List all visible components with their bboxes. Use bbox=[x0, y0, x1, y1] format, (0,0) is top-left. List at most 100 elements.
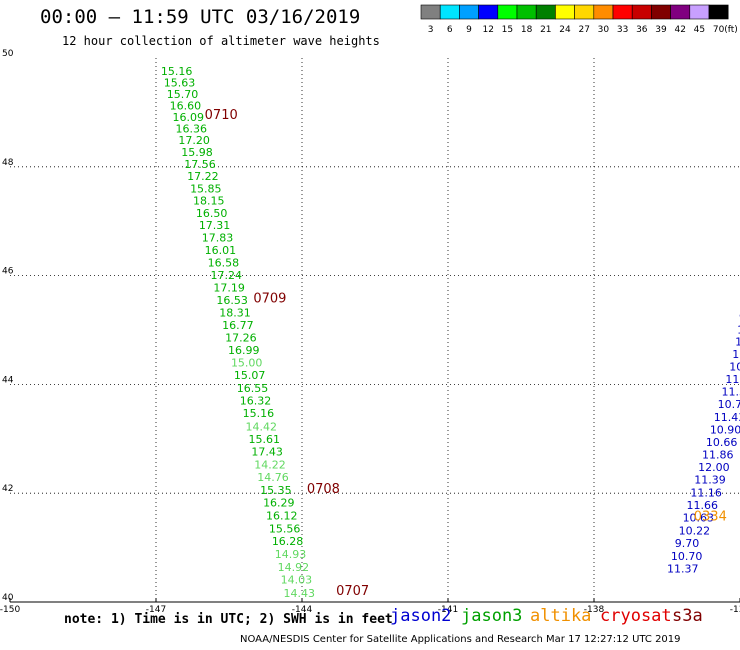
jason3-swh-value: 16.01 bbox=[205, 244, 237, 257]
lat-tick-label: 50 bbox=[2, 49, 14, 59]
jason3-swh-value: 14.43 bbox=[284, 587, 316, 600]
jason3-swh-value: 18.15 bbox=[193, 195, 225, 208]
jason3-swh-value: 17.22 bbox=[187, 170, 219, 183]
jason3-swh-value: 16.28 bbox=[272, 535, 304, 548]
jason3-swh-value: 15.16 bbox=[243, 407, 274, 420]
lat-tick-label: 40 bbox=[2, 593, 14, 603]
satellite-label-jason3: jason3 bbox=[461, 606, 523, 626]
jason3-swh-value: 14.42 bbox=[246, 420, 278, 433]
jason3-swh-value: 16.77 bbox=[222, 319, 254, 332]
credit-line: NOAA/NESDIS Center for Satellite Applica… bbox=[240, 634, 681, 645]
jason3-swh-value: 15.61 bbox=[248, 433, 280, 446]
satellite-label-jason2: jason2 bbox=[390, 606, 452, 626]
jason3-swh-value: 16.50 bbox=[196, 207, 228, 220]
legend-label-12: 12 bbox=[482, 25, 493, 35]
lon-tick-label: -147 bbox=[146, 605, 166, 615]
jason3-swh-value: 16.55 bbox=[237, 382, 269, 395]
jason2-swh-value: 10.48 bbox=[735, 335, 740, 348]
jason3-swh-value: 17.31 bbox=[199, 219, 231, 232]
satellite-label-cryosat: cryosat bbox=[600, 606, 672, 626]
map-title: 00:00 – 11:59 UTC 03/16/2019 bbox=[40, 6, 361, 28]
jason2-swh-value: 10.63 bbox=[683, 512, 715, 525]
jason3-swh-value: 14.92 bbox=[278, 561, 310, 574]
lon-tick-label: -138 bbox=[584, 605, 605, 615]
legend-label-30: 30 bbox=[598, 25, 610, 35]
jason2-swh-value: 11.31 bbox=[722, 385, 740, 398]
legend-label-36: 36 bbox=[636, 25, 648, 35]
legend-label-9: 9 bbox=[466, 25, 472, 35]
jason2-swh-value: 11.14 bbox=[725, 373, 740, 386]
jason3-swh-value: 15.35 bbox=[260, 484, 292, 497]
jason2-swh-value: 10.66 bbox=[706, 436, 738, 449]
jason2-swh-value: 10.90 bbox=[710, 424, 740, 437]
pass-time-label: 0709 bbox=[253, 291, 286, 306]
jason3-swh-value: 14.03 bbox=[281, 574, 313, 587]
pass-time-label: 0710 bbox=[205, 108, 238, 123]
pass-time-label: 0707 bbox=[336, 584, 369, 599]
legend-label-6: 6 bbox=[447, 25, 453, 35]
jason3-swh-value: 17.24 bbox=[211, 269, 243, 282]
jason2-swh-value: 11.43 bbox=[714, 411, 740, 424]
jason2-swh-value: 11.86 bbox=[702, 449, 734, 462]
legend-label-42: 42 bbox=[674, 25, 685, 35]
legend-unit: (ft) bbox=[724, 25, 738, 35]
jason3-swh-value: 15.07 bbox=[234, 369, 266, 382]
jason3-swh-value: 14.76 bbox=[257, 471, 289, 484]
lat-tick-label: 46 bbox=[2, 267, 14, 277]
legend-label-18: 18 bbox=[521, 25, 533, 35]
jason2-swh-value: 10.70 bbox=[671, 550, 703, 563]
satellite-label-altika: altika bbox=[530, 606, 592, 626]
jason2-swh-value: 10.19 bbox=[737, 323, 740, 336]
satellite-label-s3a: s3a bbox=[672, 606, 703, 626]
legend-label-3: 3 bbox=[428, 25, 434, 35]
jason3-swh-value: 17.56 bbox=[184, 158, 216, 171]
legend-label-45: 45 bbox=[694, 25, 705, 35]
jason3-swh-value: 17.19 bbox=[213, 282, 245, 295]
lat-tick-label: 48 bbox=[2, 158, 14, 168]
jason3-swh-value: 15.16 bbox=[161, 65, 193, 78]
legend-label-24: 24 bbox=[559, 25, 571, 35]
jason2-swh-value: 11.37 bbox=[667, 562, 699, 575]
jason2-swh-value: 10.22 bbox=[679, 525, 711, 538]
jason3-swh-value: 18.31 bbox=[219, 307, 251, 320]
jason2-swh-value: 11.16 bbox=[690, 487, 722, 500]
jason3-swh-value: 16.36 bbox=[175, 123, 207, 136]
jason3-swh-value: 16.53 bbox=[216, 294, 248, 307]
legend-label-21: 21 bbox=[540, 25, 551, 35]
jason2-swh-value: 9.70 bbox=[675, 537, 700, 550]
jason3-swh-value: 15.98 bbox=[181, 146, 213, 159]
jason2-swh-value: 12.00 bbox=[698, 461, 730, 474]
pass-time-label: 0708 bbox=[307, 482, 340, 497]
legend-swatch-70 bbox=[708, 4, 729, 20]
lat-tick-label: 42 bbox=[2, 484, 13, 494]
lat-tick-label: 44 bbox=[2, 375, 14, 385]
lon-tick-label: -141 bbox=[438, 605, 458, 615]
map-subtitle: 12 hour collection of altimeter wave hei… bbox=[62, 34, 380, 48]
jason3-swh-value: 15.85 bbox=[190, 183, 222, 196]
jason3-swh-value: 16.12 bbox=[266, 510, 298, 523]
jason2-swh-value: 10.79 bbox=[718, 398, 740, 411]
legend-label-33: 33 bbox=[617, 25, 628, 35]
jason2-swh-value: 11.39 bbox=[694, 474, 726, 487]
jason2-swh-value: 11.66 bbox=[686, 499, 718, 512]
jason3-swh-value: 16.09 bbox=[173, 111, 205, 124]
jason3-swh-value: 15.70 bbox=[167, 88, 199, 101]
jason3-swh-value: 16.99 bbox=[228, 344, 260, 357]
jason3-swh-value: 17.83 bbox=[202, 232, 234, 245]
lon-tick-label: -135 bbox=[730, 605, 740, 615]
legend-label-39: 39 bbox=[655, 25, 667, 35]
jason3-swh-value: 16.58 bbox=[208, 257, 240, 270]
lon-tick-label: -150 bbox=[0, 605, 20, 615]
jason3-swh-value: 17.20 bbox=[178, 134, 210, 147]
jason3-swh-value: 17.26 bbox=[225, 332, 257, 345]
jason3-swh-value: 16.60 bbox=[170, 99, 202, 112]
legend-label-15: 15 bbox=[502, 25, 513, 35]
jason2-swh-value: 10.53 bbox=[732, 348, 740, 361]
footnote: note: 1) Time is in UTC; 2) SWH is in fe… bbox=[64, 612, 393, 627]
pass-time-label: 0334 bbox=[694, 510, 727, 525]
legend-label-70: 70 bbox=[713, 25, 725, 35]
jason3-swh-value: 15.00 bbox=[231, 357, 262, 370]
jason3-swh-value: 16.29 bbox=[263, 496, 295, 509]
jason3-swh-value: 17.43 bbox=[251, 445, 282, 458]
jason3-swh-value: 16.32 bbox=[240, 395, 272, 408]
